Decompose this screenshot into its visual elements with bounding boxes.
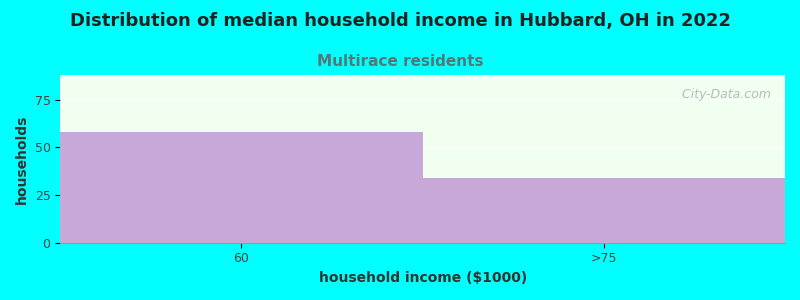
Text: Distribution of median household income in Hubbard, OH in 2022: Distribution of median household income …	[70, 12, 730, 30]
Text: Multirace residents: Multirace residents	[317, 54, 483, 69]
Y-axis label: households: households	[15, 114, 29, 203]
Bar	[60, 132, 422, 243]
Text: City-Data.com: City-Data.com	[674, 88, 770, 101]
Bar	[422, 178, 785, 243]
X-axis label: household income ($1000): household income ($1000)	[318, 271, 526, 285]
